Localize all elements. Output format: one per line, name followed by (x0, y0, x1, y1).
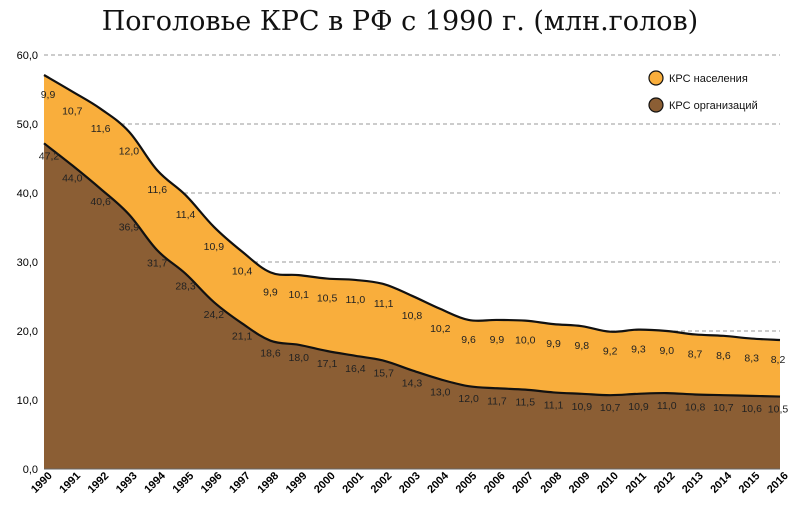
data-label-organizations: 10,5 (768, 404, 789, 416)
data-label-population: 9,9 (546, 338, 561, 350)
data-label-population: 9,3 (631, 344, 646, 356)
x-tick-label: 1997 (227, 470, 253, 496)
x-tick-label: 2002 (369, 470, 395, 496)
data-label-population: 10,5 (317, 293, 338, 305)
data-label-organizations: 28,3 (175, 281, 196, 293)
line-series-organizations (43, 142, 781, 398)
x-tick-label: 2010 (595, 470, 621, 496)
data-label-organizations: 16,4 (345, 363, 366, 375)
data-label-organizations: 10,8 (685, 401, 706, 413)
data-label-organizations: 44,0 (62, 172, 83, 184)
area-series-organizations (44, 143, 780, 469)
x-tick-label: 2006 (482, 470, 508, 496)
y-tick-label: 40,0 (17, 188, 38, 200)
data-label-population: 8,6 (716, 350, 731, 362)
x-tick-label: 2000 (312, 470, 338, 496)
x-tick-label: 2013 (680, 470, 706, 496)
data-label-organizations: 15,7 (373, 368, 394, 380)
chart-title: Поголовье КРС в РФ с 1990 г. (млн.голов) (101, 6, 699, 37)
data-label-population: 9,8 (575, 340, 590, 352)
data-label-organizations: 10,9 (572, 401, 593, 413)
data-label-organizations: 17,1 (317, 358, 338, 370)
x-tick-label: 2014 (708, 469, 734, 495)
x-tick-label: 2011 (624, 470, 649, 495)
legend-swatch (648, 97, 664, 113)
data-label-organizations: 10,9 (628, 401, 649, 413)
data-label-population: 10,2 (430, 323, 451, 335)
area-series-population (44, 75, 780, 397)
x-tick-label: 1994 (142, 469, 168, 495)
x-tick-label: 2001 (340, 470, 366, 496)
x-tick-label: 2007 (510, 470, 536, 496)
data-label-organizations: 47,2 (39, 150, 60, 162)
x-tick-label: 2009 (567, 470, 593, 496)
data-label-population: 12,0 (119, 146, 140, 158)
data-label-population: 11,6 (147, 184, 167, 196)
data-label-population: 9,9 (263, 286, 278, 298)
line-series-total (43, 74, 781, 342)
data-label-population: 9,2 (603, 346, 618, 358)
data-label-organizations: 14,3 (402, 377, 423, 389)
data-label-organizations: 36,9 (119, 221, 140, 233)
data-label-organizations: 10,6 (741, 403, 762, 415)
data-label-organizations: 21,1 (232, 330, 253, 342)
data-label-population: 11,0 (346, 294, 366, 306)
data-label-organizations: 18,0 (289, 352, 310, 364)
x-tick-label: 2008 (539, 470, 565, 496)
legend-swatch (648, 70, 664, 86)
data-label-organizations: 13,0 (430, 386, 451, 398)
x-tick-label: 1992 (86, 470, 112, 496)
data-label-population: 10,7 (62, 106, 83, 118)
x-tick-label: 1998 (255, 470, 281, 496)
x-tick-label: 2004 (425, 469, 451, 495)
data-label-population: 9,9 (490, 334, 505, 346)
data-label-organizations: 18,6 (260, 348, 281, 360)
y-tick-label: 10,0 (17, 395, 38, 407)
data-label-population: 8,3 (744, 353, 759, 365)
data-label-organizations: 10,7 (713, 402, 734, 414)
x-tick-label: 1996 (199, 470, 225, 496)
x-tick-label: 2005 (454, 470, 480, 496)
data-label-population: 8,7 (688, 348, 703, 360)
x-tick-label: 1991 (57, 470, 83, 496)
data-label-organizations: 12,0 (458, 393, 479, 405)
x-tick-label: 1993 (114, 470, 140, 496)
data-label-organizations: 31,7 (147, 257, 168, 269)
y-tick-label: 30,0 (17, 257, 38, 269)
data-label-organizations: 11,1 (544, 399, 564, 411)
data-label-organizations: 11,0 (657, 400, 677, 412)
x-tick-label: 1999 (284, 470, 310, 496)
data-label-population: 11,6 (91, 123, 111, 135)
x-tick-label: 1995 (171, 470, 197, 496)
x-tick-label: 2012 (652, 470, 678, 496)
data-label-organizations: 24,2 (204, 309, 225, 321)
data-label-organizations: 11,7 (487, 395, 507, 407)
data-label-population: 11,4 (176, 209, 196, 221)
y-tick-label: 20,0 (17, 326, 38, 338)
data-label-population: 10,1 (289, 289, 310, 301)
data-label-population: 8,2 (771, 354, 786, 366)
data-label-population: 9,6 (461, 334, 476, 346)
x-tick-label: 2016 (765, 470, 791, 496)
y-tick-label: 60,0 (17, 50, 38, 62)
x-tick-label: 2003 (397, 470, 423, 496)
data-label-population: 10,0 (515, 335, 536, 347)
data-label-population: 10,8 (402, 310, 423, 322)
y-tick-label: 50,0 (17, 119, 38, 131)
data-label-population: 9,9 (41, 89, 56, 101)
x-tick-label: 2015 (737, 470, 763, 496)
data-label-population: 10,4 (232, 266, 253, 278)
data-label-population: 11,1 (374, 298, 394, 310)
data-label-population: 9,0 (659, 345, 674, 357)
y-tick-label: 0,0 (23, 464, 38, 476)
legend-label: КРС организаций (669, 100, 758, 112)
data-label-organizations: 40,6 (90, 196, 111, 208)
data-label-organizations: 10,7 (600, 402, 621, 414)
data-label-population: 10,9 (204, 241, 225, 253)
legend-label: КРС населения (669, 73, 748, 85)
data-label-organizations: 11,5 (515, 397, 535, 409)
